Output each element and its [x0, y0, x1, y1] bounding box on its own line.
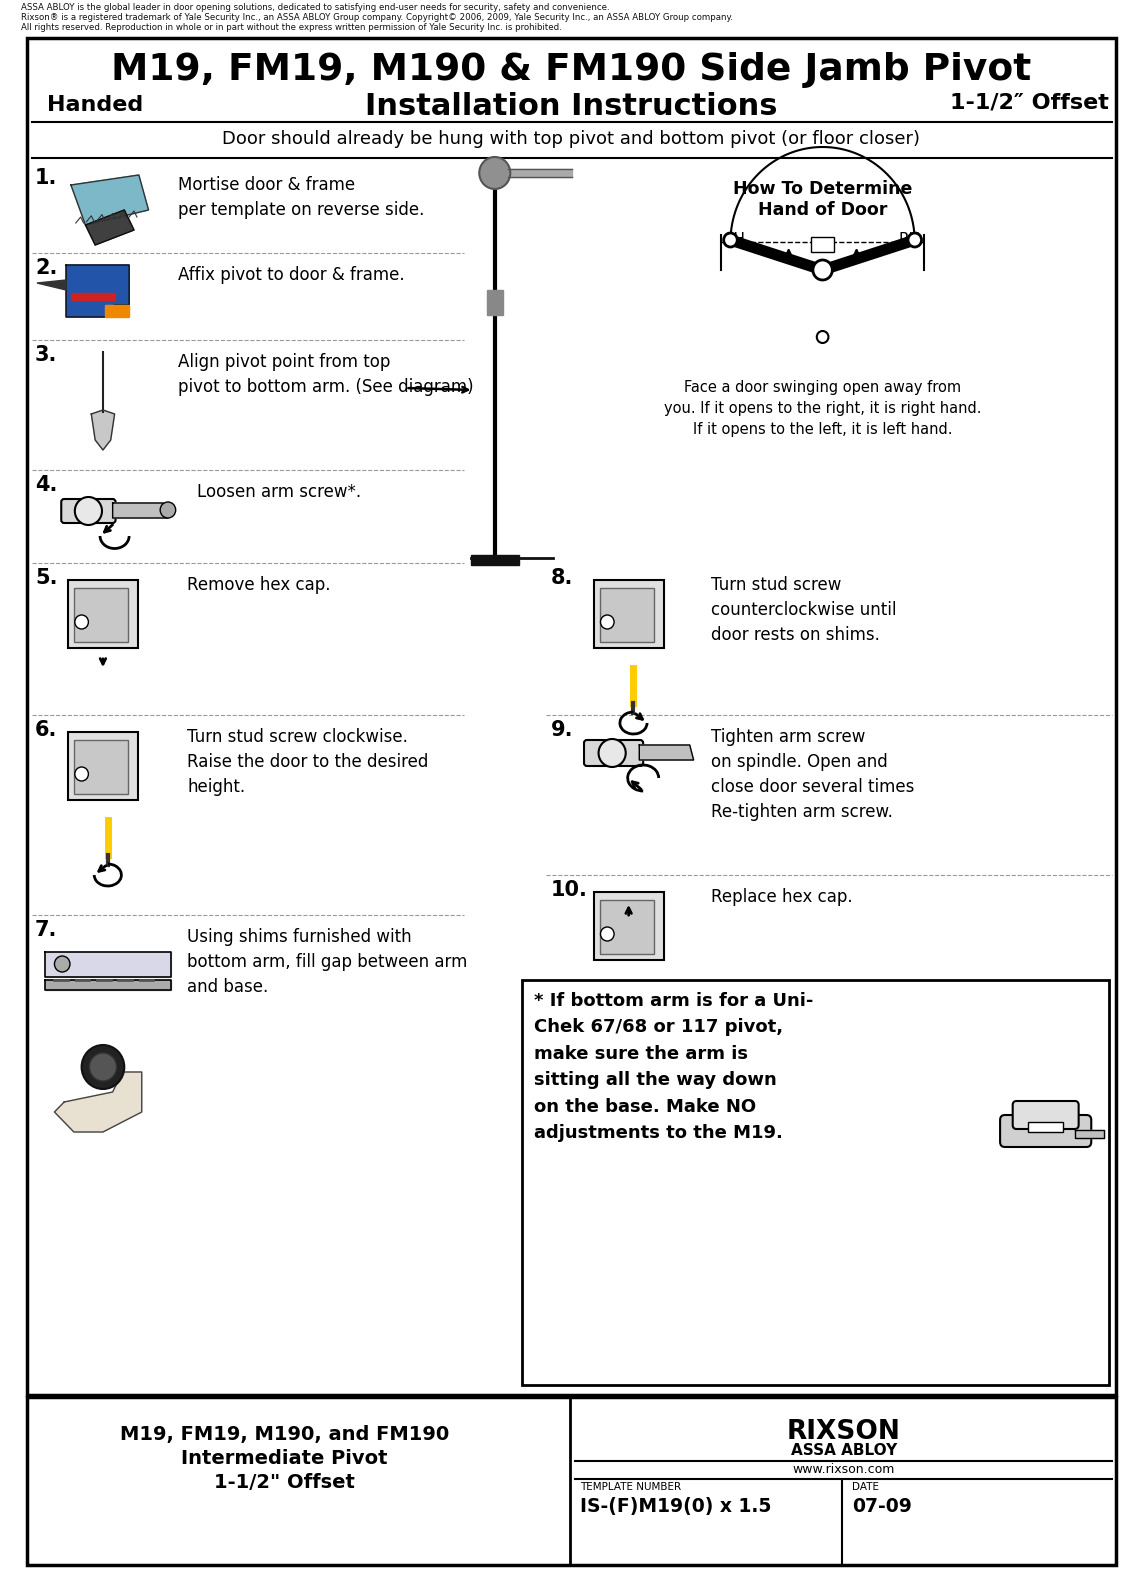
Text: IS-(F)M19(0) x 1.5: IS-(F)M19(0) x 1.5 [581, 1497, 772, 1516]
Text: 07-09: 07-09 [852, 1497, 912, 1516]
FancyBboxPatch shape [600, 589, 654, 642]
Text: Turn stud screw
counterclockwise until
door rests on shims.: Turn stud screw counterclockwise until d… [711, 576, 896, 644]
Polygon shape [113, 504, 168, 518]
Text: 9.: 9. [551, 719, 574, 740]
Text: 1.: 1. [35, 168, 57, 187]
Text: www.rixson.com: www.rixson.com [793, 1462, 895, 1476]
Text: RIXSON: RIXSON [788, 1420, 901, 1445]
Circle shape [74, 615, 88, 630]
Text: LH: LH [726, 231, 745, 247]
FancyBboxPatch shape [1013, 1100, 1079, 1129]
Polygon shape [639, 745, 694, 760]
FancyBboxPatch shape [1029, 1122, 1063, 1132]
Text: Installation Instructions: Installation Instructions [365, 91, 777, 121]
Circle shape [479, 157, 510, 189]
Circle shape [81, 1045, 125, 1089]
Circle shape [908, 233, 921, 247]
FancyBboxPatch shape [69, 732, 138, 800]
Text: RH: RH [898, 231, 921, 247]
Circle shape [74, 497, 102, 526]
FancyBboxPatch shape [812, 238, 834, 252]
Text: Face a door swinging open away from
you. If it opens to the right, it is right h: Face a door swinging open away from you.… [664, 379, 982, 438]
FancyBboxPatch shape [74, 740, 128, 793]
Circle shape [74, 767, 88, 781]
Polygon shape [1074, 1130, 1104, 1138]
Polygon shape [509, 168, 573, 176]
Text: Affix pivot to door & frame.: Affix pivot to door & frame. [177, 266, 405, 283]
Text: All rights reserved. Reproduction in whole or in part without the express writte: All rights reserved. Reproduction in who… [22, 24, 562, 31]
Text: Door should already be hung with top pivot and bottom pivot (or floor closer): Door should already be hung with top piv… [223, 131, 920, 148]
FancyBboxPatch shape [27, 1398, 1117, 1565]
Text: ASSA ABLOY is the global leader in door opening solutions, dedicated to satisfyi: ASSA ABLOY is the global leader in door … [22, 3, 610, 13]
FancyBboxPatch shape [593, 579, 664, 648]
Text: 6.: 6. [35, 719, 57, 740]
Text: M19, FM19, M190, and FM190: M19, FM19, M190, and FM190 [120, 1424, 449, 1443]
Circle shape [600, 615, 614, 630]
Text: Tighten arm screw
on spindle. Open and
close door several times
Re-tighten arm s: Tighten arm screw on spindle. Open and c… [711, 729, 914, 822]
Circle shape [600, 927, 614, 941]
FancyBboxPatch shape [600, 900, 654, 954]
Text: How To Determine
Hand of Door: How To Determine Hand of Door [733, 179, 912, 219]
Text: DATE: DATE [852, 1483, 879, 1492]
FancyBboxPatch shape [584, 740, 644, 767]
Text: 2.: 2. [35, 258, 57, 279]
Text: 3.: 3. [35, 345, 57, 365]
Text: 7.: 7. [35, 919, 57, 940]
Circle shape [160, 502, 176, 518]
Text: 1-1/2" Offset: 1-1/2" Offset [214, 1473, 354, 1492]
Text: 10.: 10. [551, 880, 588, 900]
Text: * If bottom arm is for a Uni-
Chek 67/68 or 117 pivot,
make sure the arm is
sitt: * If bottom arm is for a Uni- Chek 67/68… [534, 992, 813, 1143]
Text: 8.: 8. [551, 568, 574, 589]
FancyBboxPatch shape [62, 499, 115, 523]
Text: Using shims furnished with
bottom arm, fill gap between arm
and base.: Using shims furnished with bottom arm, f… [187, 929, 467, 996]
Text: Turn stud screw clockwise.
Raise the door to the desired
height.: Turn stud screw clockwise. Raise the doo… [187, 729, 429, 796]
FancyBboxPatch shape [27, 38, 1117, 1395]
Text: ASSA ABLOY: ASSA ABLOY [791, 1443, 897, 1458]
Text: Replace hex cap.: Replace hex cap. [711, 888, 853, 907]
Text: 1-1/2″ Offset: 1-1/2″ Offset [950, 91, 1109, 112]
Circle shape [55, 955, 70, 973]
Polygon shape [66, 264, 129, 316]
Text: Mortise door & frame
per template on reverse side.: Mortise door & frame per template on rev… [177, 176, 424, 219]
Text: Remove hex cap.: Remove hex cap. [187, 576, 330, 593]
Circle shape [817, 331, 829, 343]
Text: Handed: Handed [47, 94, 143, 115]
Text: 5.: 5. [35, 568, 57, 589]
Polygon shape [55, 1072, 142, 1132]
Text: 4.: 4. [35, 475, 57, 494]
Polygon shape [487, 290, 503, 315]
Text: Align pivot point from top
pivot to bottom arm. (See diagram): Align pivot point from top pivot to bott… [177, 353, 473, 397]
Polygon shape [471, 556, 519, 565]
Circle shape [89, 1053, 117, 1081]
Polygon shape [71, 293, 114, 301]
Circle shape [599, 740, 625, 767]
Text: Loosen arm screw*.: Loosen arm screw*. [197, 483, 361, 501]
FancyBboxPatch shape [522, 981, 1109, 1385]
Polygon shape [37, 280, 66, 290]
Text: Rixson® is a registered trademark of Yale Security Inc., an ASSA ABLOY Group com: Rixson® is a registered trademark of Yal… [22, 13, 734, 22]
Text: TEMPLATE NUMBER: TEMPLATE NUMBER [581, 1483, 681, 1492]
Polygon shape [71, 175, 149, 225]
Polygon shape [86, 209, 134, 246]
FancyBboxPatch shape [69, 579, 138, 648]
Polygon shape [105, 305, 129, 316]
Text: Intermediate Pivot: Intermediate Pivot [181, 1450, 387, 1469]
Polygon shape [45, 952, 170, 977]
Polygon shape [91, 409, 114, 450]
Polygon shape [45, 981, 170, 990]
Circle shape [724, 233, 737, 247]
Text: M19, FM19, M190 & FM190 Side Jamb Pivot: M19, FM19, M190 & FM190 Side Jamb Pivot [111, 52, 1031, 88]
FancyBboxPatch shape [1000, 1114, 1092, 1147]
FancyBboxPatch shape [593, 892, 664, 960]
FancyBboxPatch shape [74, 589, 128, 642]
Circle shape [813, 260, 832, 280]
